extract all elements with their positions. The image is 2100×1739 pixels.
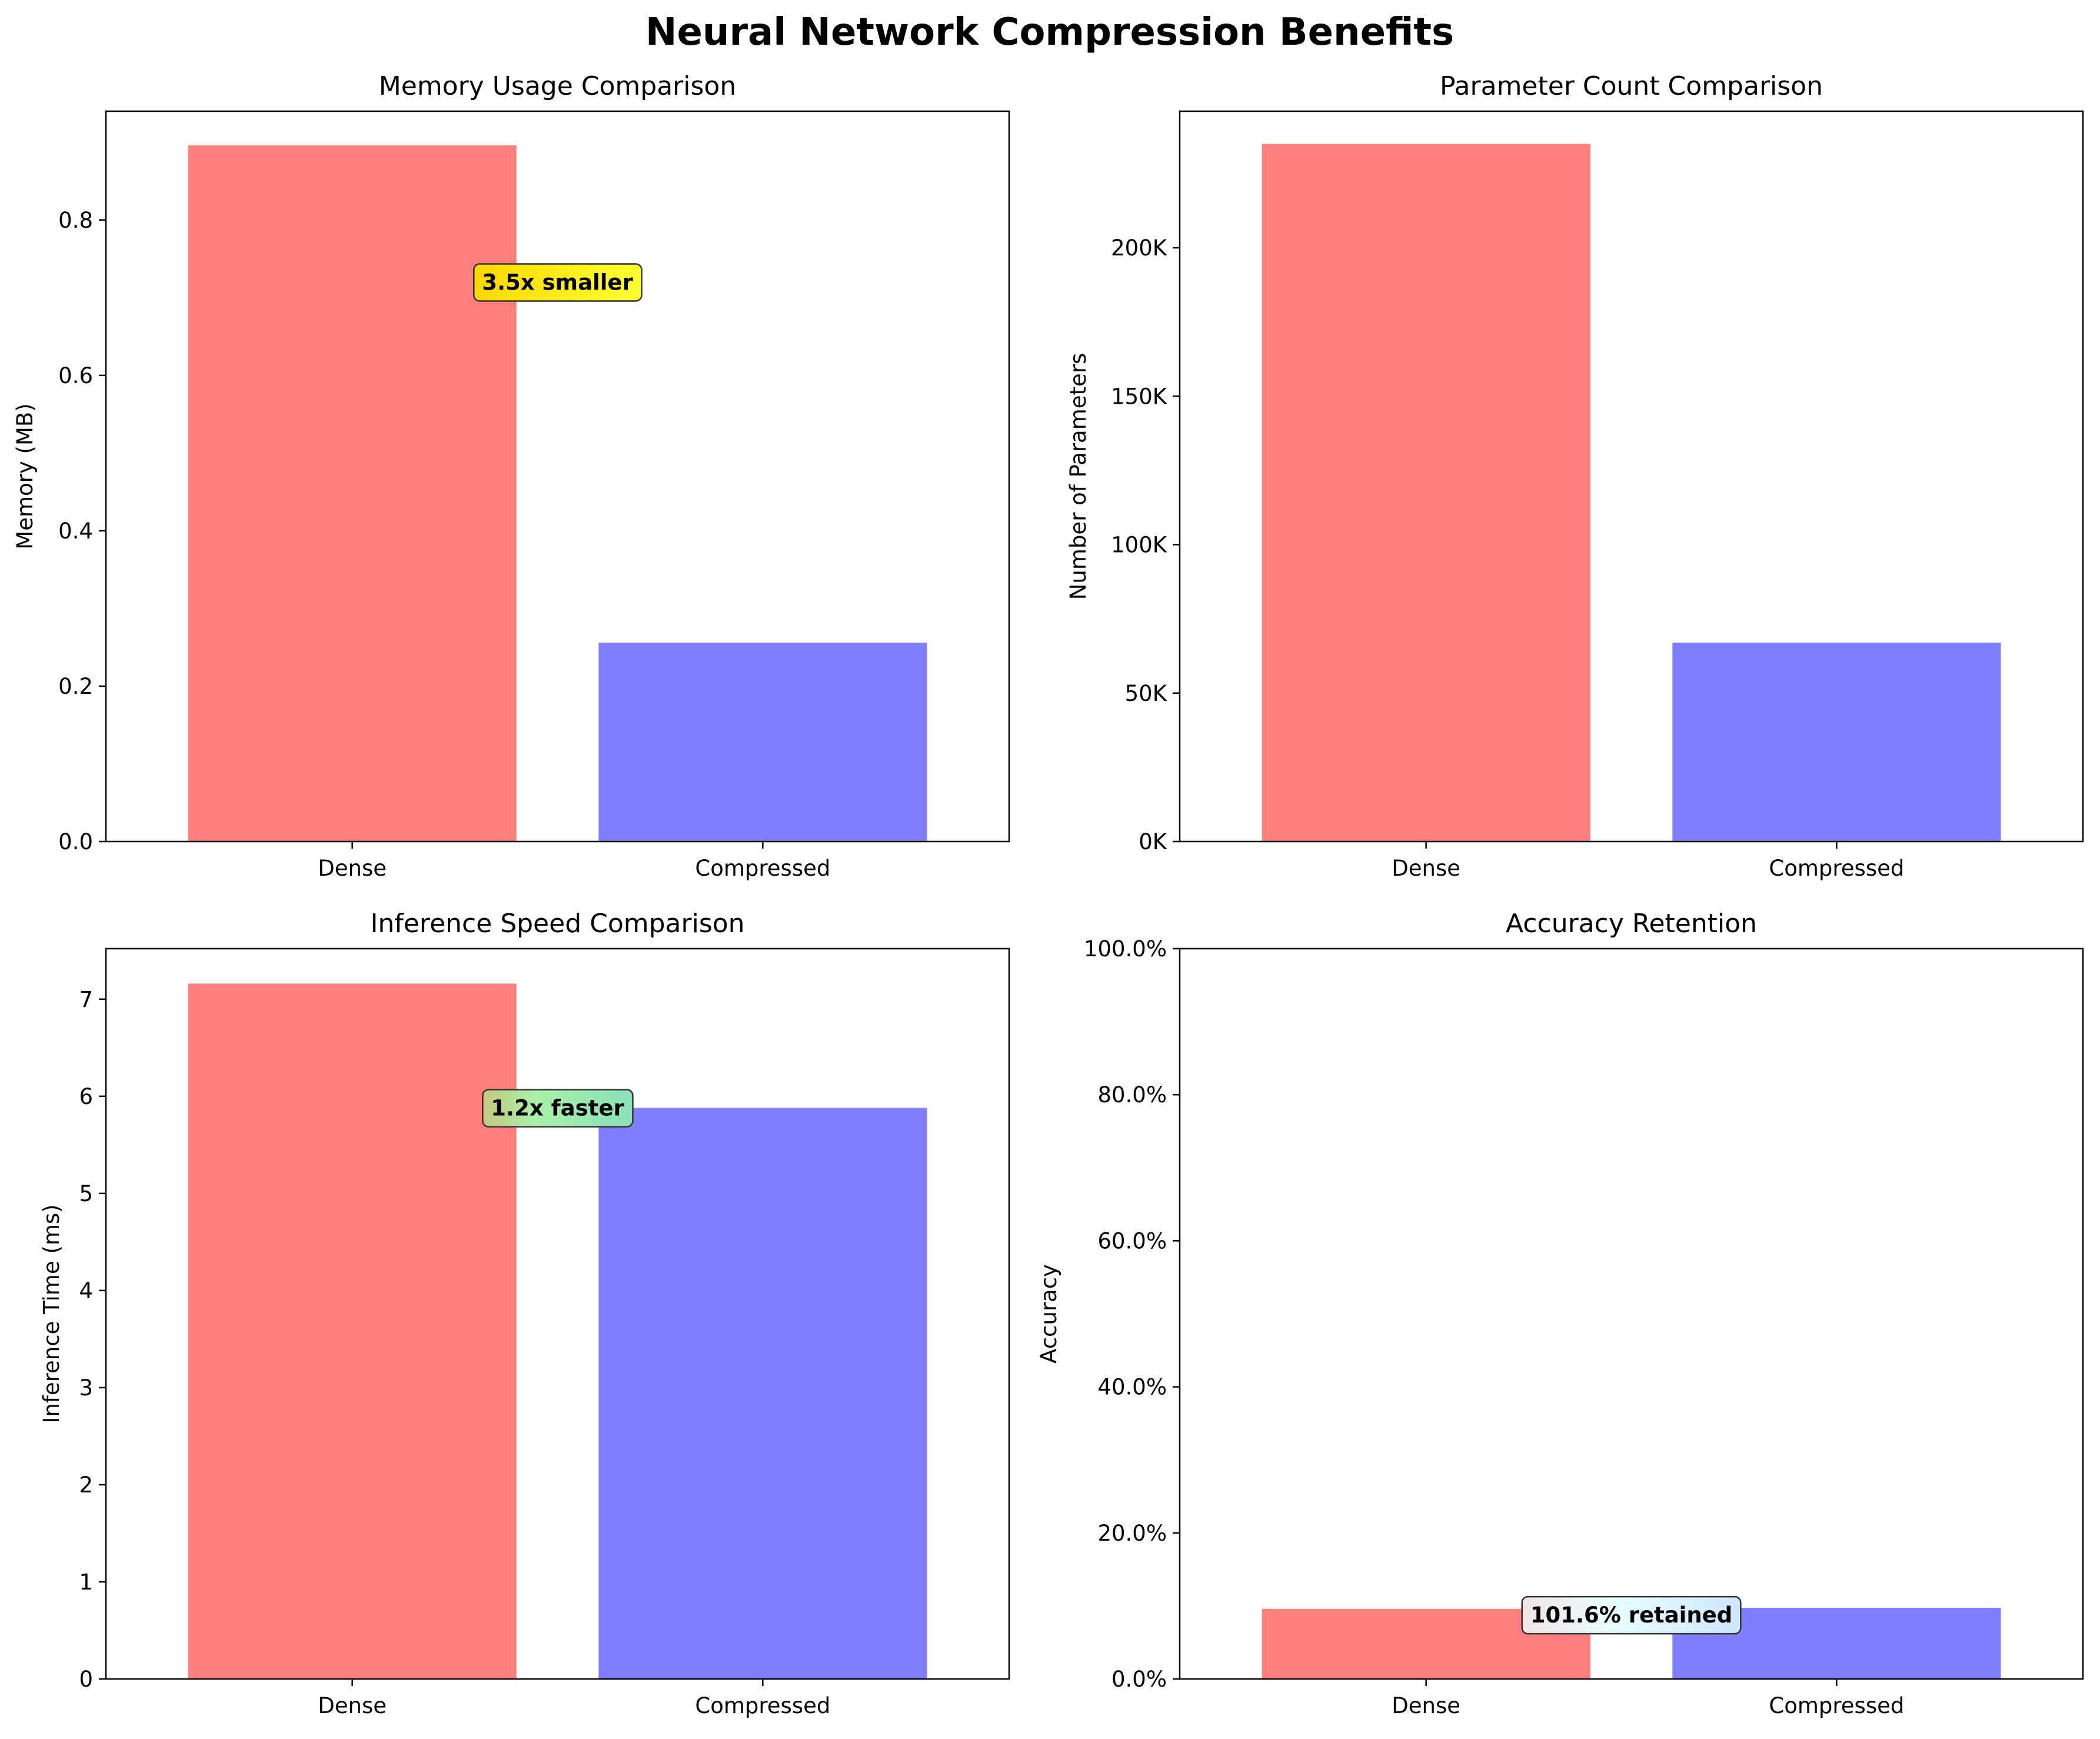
y-axis-label: Inference Time (ms) [39, 1204, 64, 1423]
y-tick-label: 50K [1125, 681, 1168, 706]
bar-dense [188, 983, 517, 1679]
subplot-title: Memory Usage Comparison [379, 71, 736, 101]
y-tick-label: 60.0% [1097, 1228, 1167, 1253]
x-tick-label: Compressed [695, 1693, 830, 1718]
bar-compressed [598, 643, 927, 842]
y-tick-label: 6 [79, 1084, 93, 1109]
annotation-box [1521, 1595, 1742, 1635]
subplot-title: Accuracy Retention [1506, 909, 1757, 939]
y-tick-label: 150K [1111, 384, 1168, 409]
x-tick-label: Dense [1392, 1693, 1460, 1718]
bar-compressed [598, 1108, 927, 1679]
annotation-label: 3.5x smaller [482, 270, 633, 295]
axes-frame [105, 110, 1010, 843]
y-tick-label: 2 [79, 1472, 93, 1498]
subplot-title: Parameter Count Comparison [1440, 71, 1823, 101]
bar-dense [1262, 144, 1590, 842]
y-tick-label: 1 [79, 1570, 93, 1595]
axes-frame [1179, 947, 2084, 1680]
x-tick-label: Compressed [695, 856, 830, 881]
annotation-box [472, 263, 643, 302]
y-tick-label: 100.0% [1084, 936, 1167, 962]
y-tick-label: 20.0% [1097, 1521, 1167, 1546]
bar-compressed [1672, 643, 2001, 842]
subplot-title: Inference Speed Comparison [370, 909, 744, 939]
y-tick-label: 200K [1111, 235, 1168, 261]
y-tick-label: 0.4 [58, 518, 93, 544]
x-tick-label: Dense [318, 856, 387, 881]
x-tick-label: Compressed [1769, 856, 1904, 881]
bar-dense [188, 145, 517, 842]
y-tick-label: 40.0% [1097, 1375, 1167, 1400]
annotation-label: 101.6% retained [1530, 1602, 1733, 1628]
y-tick-label: 3 [79, 1375, 93, 1401]
y-axis-label: Number of Parameters [1066, 353, 1091, 600]
subplot-2: 0K 50K 100K 150K 200K Dense Compressed Paramete… [1066, 71, 2084, 881]
y-tick-label: 80.0% [1097, 1082, 1167, 1108]
y-tick-label: 0.0 [58, 829, 93, 854]
x-tick-label: Dense [318, 1693, 387, 1718]
subplot-1: 0.0 0.2 0.4 0.6 0.8 Dense Compressed Memory Usa… [12, 71, 1010, 881]
annotation-label: 1.2x faster [491, 1096, 624, 1121]
subplot-4: 0.0% 20.0% 40.0% 60.0% 80.0% 100.0% Dense Compr… [1036, 909, 2084, 1718]
y-tick-label: 100K [1111, 533, 1168, 558]
x-tick-label: Dense [1392, 856, 1460, 881]
axes-frame [105, 947, 1010, 1680]
y-axis-label: Memory (MB) [12, 403, 38, 549]
y-tick-label: 0.0% [1111, 1667, 1167, 1692]
y-tick-label: 0K [1139, 829, 1168, 854]
y-tick-label: 5 [79, 1181, 93, 1206]
y-tick-label: 0 [79, 1667, 93, 1692]
annotation-box [482, 1089, 634, 1128]
y-tick-label: 0.2 [58, 674, 93, 699]
axes-frame [1179, 110, 2084, 843]
x-tick-label: Compressed [1769, 1693, 1904, 1718]
y-tick-label: 0.8 [58, 208, 93, 233]
subplot-3: 0 1 2 3 4 5 6 7 Dense Compressed Inference Speed C… [39, 909, 1010, 1718]
y-axis-label: Accuracy [1036, 1264, 1061, 1364]
y-tick-label: 7 [79, 987, 93, 1012]
y-tick-label: 0.6 [58, 363, 93, 388]
figure-title: Neural Network Compression Benefits [645, 11, 1454, 54]
y-tick-label: 4 [79, 1278, 93, 1304]
